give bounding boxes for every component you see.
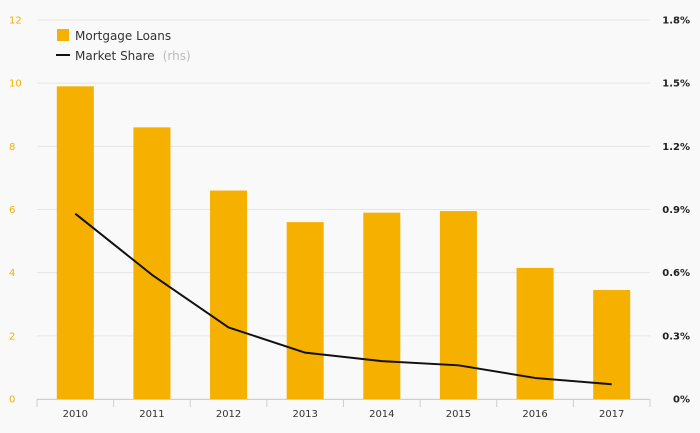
legend: Mortgage Loans Market Share (rhs) [56, 29, 191, 64]
right-tick-label: 1.5% [662, 79, 690, 90]
x-tick-label: 2015 [446, 409, 471, 420]
x-tick-label: 2010 [63, 409, 88, 420]
right-tick-label: 1.2% [662, 142, 690, 153]
legend-market-share-text: Market Share [75, 49, 155, 63]
x-tick-label: 2013 [292, 409, 317, 420]
bar-2017 [593, 290, 631, 399]
left-tick-label: 12 [9, 16, 22, 27]
right-tick-label: 1.8% [662, 16, 690, 27]
bar-2011 [133, 127, 171, 399]
left-tick-label: 10 [9, 79, 22, 90]
right-tick-label: 0% [673, 395, 690, 406]
x-tick-label: 2011 [139, 409, 164, 420]
left-axis-ticks: 0 2 4 6 8 10 12 [9, 16, 22, 406]
legend-rhs-note: (rhs) [163, 49, 191, 63]
right-tick-label: 0.3% [662, 331, 690, 342]
left-tick-label: 4 [9, 268, 15, 279]
x-axis-ticks: 2010 2011 2012 2013 2014 2015 2016 2017 [63, 409, 625, 420]
left-tick-label: 8 [9, 142, 15, 153]
bar-2010 [56, 86, 94, 399]
axes [36, 399, 651, 407]
bar-series [56, 86, 631, 399]
bar-2014 [363, 212, 401, 399]
bar-2013 [286, 222, 324, 399]
left-tick-label: 6 [9, 205, 15, 216]
x-tick-label: 2014 [369, 409, 394, 420]
grid [37, 19, 650, 400]
left-tick-label: 2 [9, 331, 15, 342]
legend-swatch-mortgage-loans [57, 29, 69, 41]
legend-label-market-share: Market Share (rhs) [75, 47, 191, 64]
x-tick-label: 2017 [599, 409, 624, 420]
market-share-line [74, 212, 612, 386]
left-tick-label: 0 [9, 395, 15, 406]
bar-2015 [439, 211, 477, 399]
right-tick-label: 0.9% [662, 205, 690, 216]
bar-2012 [210, 190, 248, 399]
x-tick-label: 2016 [522, 409, 547, 420]
right-axis-ticks: 0% 0.3% 0.6% 0.9% 1.2% 1.5% 1.8% [662, 16, 690, 406]
line-series [74, 212, 612, 386]
legend-label-mortgage-loans: Mortgage Loans [75, 29, 171, 43]
right-tick-label: 0.6% [662, 268, 690, 279]
x-tick-label: 2012 [216, 409, 241, 420]
